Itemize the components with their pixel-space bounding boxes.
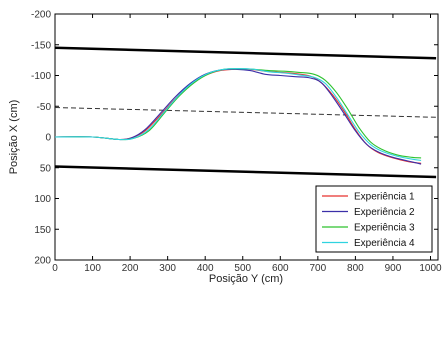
- series-lines: [54, 68, 422, 165]
- x-tick-label: 700: [309, 263, 326, 274]
- x-tick-label: 300: [159, 263, 176, 274]
- y-tick-label: 150: [34, 225, 51, 236]
- y-tick-label: 0: [45, 133, 51, 144]
- boundary-line-3: [54, 165, 437, 179]
- y-axis-label: Posição X (cm): [8, 100, 20, 175]
- y-tick-label: 50: [40, 163, 52, 174]
- x-tick-label: 0: [52, 263, 58, 274]
- x-axis-label: Posição Y (cm): [209, 273, 283, 285]
- y-tick-label: -150: [31, 40, 51, 51]
- y-tick-label: 100: [34, 194, 51, 205]
- y-tick-label: 200: [34, 256, 51, 267]
- x-tick-label: 800: [347, 263, 364, 274]
- legend-label: Experiência 2: [354, 207, 415, 218]
- x-tick-label: 1000: [419, 263, 442, 274]
- x-tick-label: 400: [197, 263, 214, 274]
- x-tick-label: 200: [122, 263, 139, 274]
- y-tick-label: -100: [31, 71, 51, 82]
- legend-label: Experiência 3: [354, 223, 415, 234]
- x-tick-label: 100: [84, 263, 101, 274]
- series-line-2: [54, 68, 422, 165]
- y-axis-ticks: -200 -150 -100 -50 0 50 100 150 200: [31, 10, 438, 267]
- road-boundaries: [54, 46, 437, 179]
- y-tick-label: -50: [37, 102, 52, 113]
- x-axis-ticks: 0 100 200 300 400 500 600 700 800 900 1000: [52, 14, 442, 274]
- series-line-3: [54, 68, 422, 159]
- x-tick-label: 600: [272, 263, 289, 274]
- legend-label: Experiência 1: [354, 192, 415, 203]
- legend: Experiência 1 Experiência 2 Experiência 3 E…: [315, 185, 433, 253]
- x-tick-label: 500: [234, 263, 251, 274]
- y-tick-label: -200: [31, 10, 51, 21]
- legend-label: Experiência 4: [354, 238, 415, 249]
- boundary-line-1: [54, 46, 437, 60]
- series-line-4: [54, 68, 422, 161]
- x-tick-label: 900: [385, 263, 402, 274]
- legend-box: [315, 185, 433, 253]
